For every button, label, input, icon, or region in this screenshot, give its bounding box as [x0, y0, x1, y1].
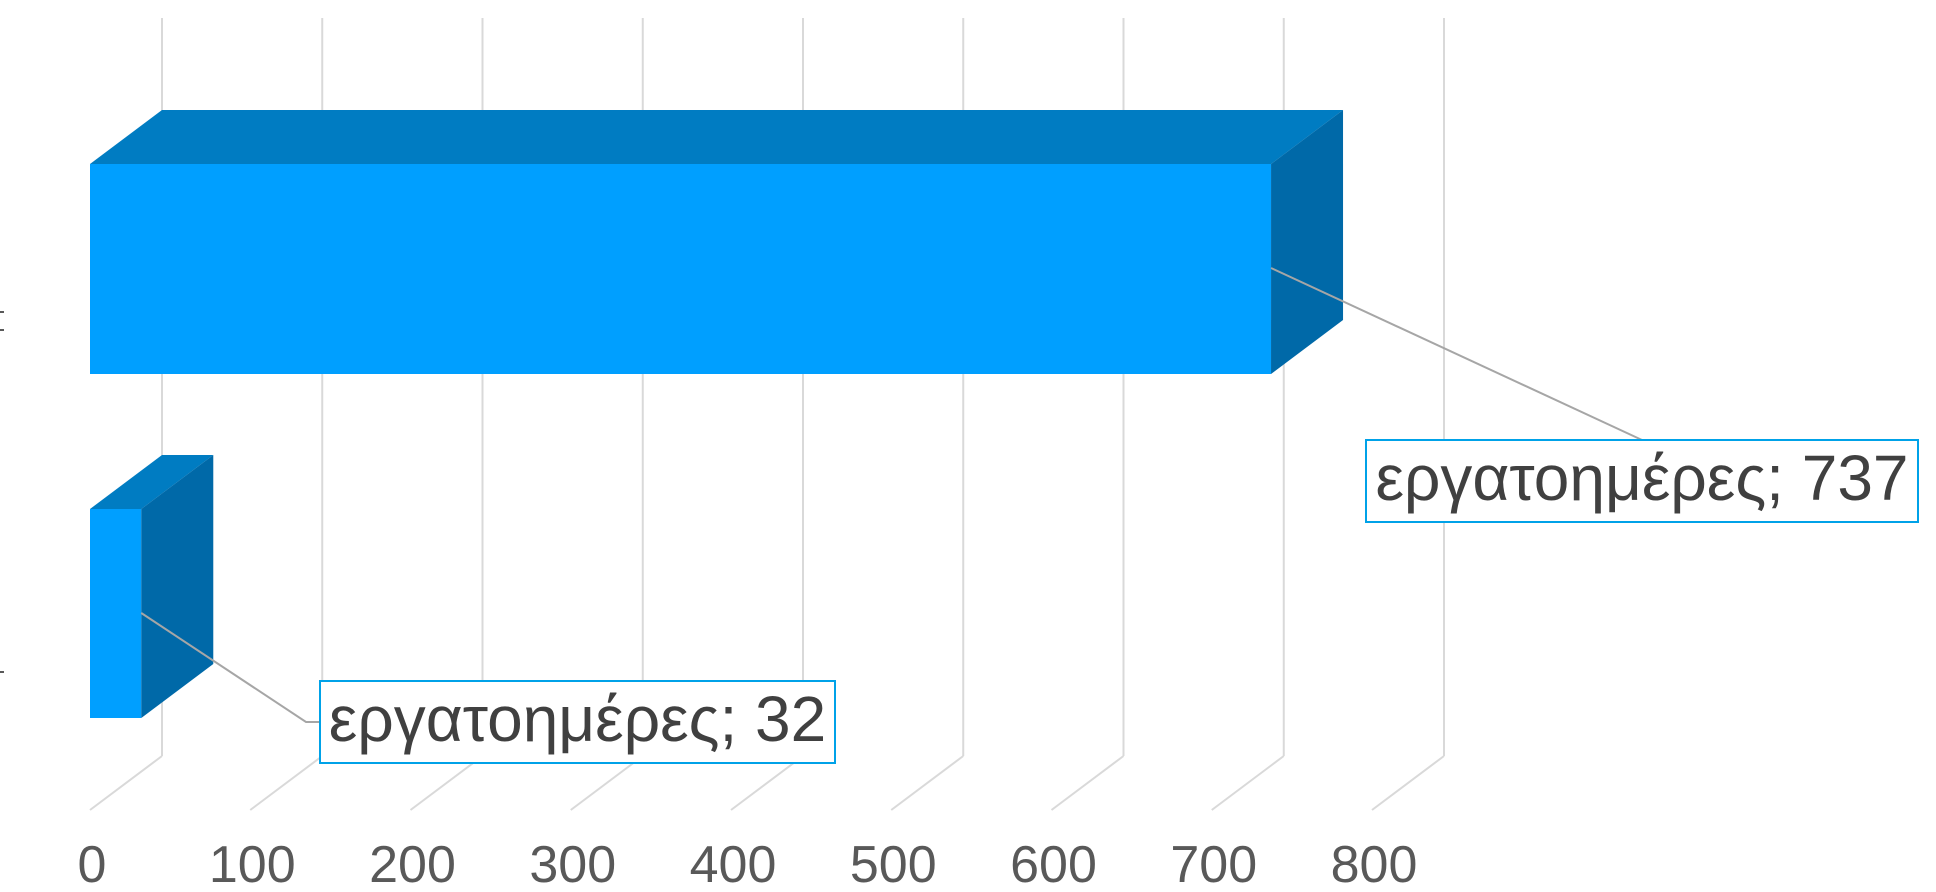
- x-tick-label: 700: [1170, 836, 1257, 892]
- data-label: εργατοημέρες; 737: [1375, 442, 1908, 514]
- x-tick-label: 400: [690, 836, 777, 892]
- data-label: εργατοημέρες; 32: [329, 683, 826, 755]
- floor-gridline: [570, 755, 644, 811]
- data-label-box: [319, 680, 836, 764]
- x-tick-label: 800: [1331, 836, 1418, 892]
- bar-top-face: [90, 455, 214, 509]
- floor-gridline: [89, 755, 163, 811]
- bar-side-face: [141, 455, 214, 718]
- bar[interactable]: [90, 509, 142, 718]
- x-tick-label: 100: [209, 836, 296, 892]
- floor-gridline: [1371, 755, 1445, 811]
- bar-top-face: [90, 110, 1344, 164]
- x-tick-label: 200: [369, 836, 456, 892]
- bar[interactable]: [90, 164, 1272, 374]
- floor-gridline: [1050, 755, 1125, 811]
- floor-gridline: [730, 755, 804, 811]
- x-tick-label: 300: [529, 836, 616, 892]
- leader-line: [140, 612, 320, 723]
- x-tick-label: 600: [1010, 836, 1097, 892]
- data-label-box: [1365, 439, 1919, 523]
- floor-gridline: [890, 755, 964, 811]
- leader-line: [1270, 267, 1643, 441]
- floor-gridline: [1211, 755, 1285, 811]
- x-tick-label: 0: [78, 836, 107, 892]
- bar-side-face: [1271, 110, 1344, 374]
- floor-gridline: [249, 755, 323, 811]
- floor-gridline: [409, 755, 484, 811]
- x-tick-label: 500: [850, 836, 937, 892]
